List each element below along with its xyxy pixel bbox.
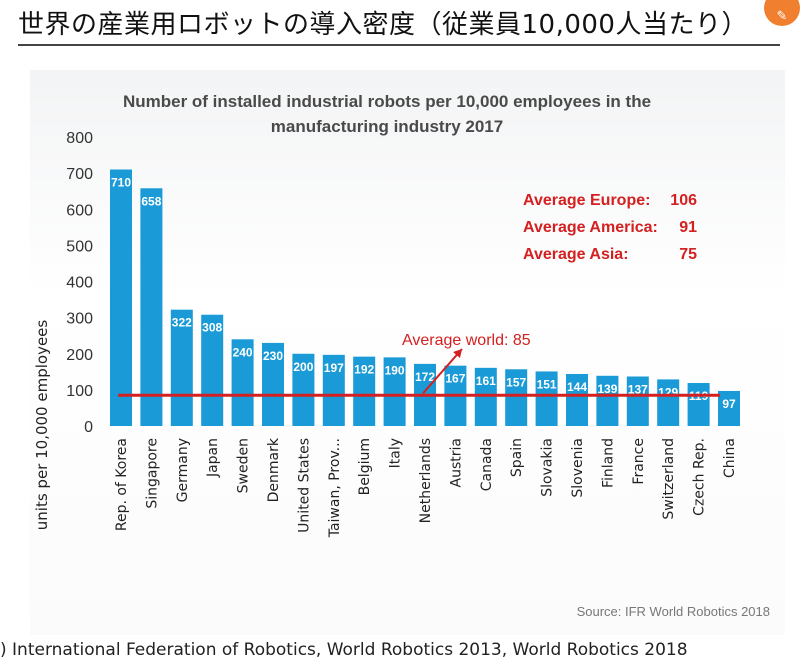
x-tick-label: Denmark [266,437,282,502]
y-tick-label: 200 [66,347,93,364]
x-tick-label: Singapore [144,438,160,509]
bar-value-label: 197 [324,361,344,375]
x-tick-label: Czech Rep. [692,438,708,516]
x-tick-label: Rep. of Korea [114,438,130,531]
y-tick-label: 300 [66,311,93,328]
bar-value-label: 157 [506,375,526,389]
bar-value-label: 230 [263,349,283,363]
bar [262,342,284,426]
bar [170,309,193,426]
bar [231,339,254,426]
bar-value-label: 658 [141,194,161,208]
x-tick-label: Spain [509,438,525,477]
bar [110,169,132,426]
y-tick-label: 400 [66,275,93,292]
bar-value-label: 192 [354,363,374,377]
y-tick-label: 700 [66,166,93,183]
x-tick-label: Slovenia [570,438,586,498]
bar [626,376,649,426]
x-tick-label: Slovakia [540,438,556,497]
y-tick-label: 0 [84,419,93,436]
bar-value-label: 167 [445,372,465,386]
bar [566,373,588,426]
slide-title: 世界の産業用ロボットの導入密度（従業員10,000人当たり） [18,10,748,40]
bar-value-label: 144 [567,380,587,394]
x-tick-label: Italy [388,438,404,468]
bar [292,353,315,426]
bar [322,354,345,426]
bar-value-label: 129 [658,385,678,399]
bar-value-label: 190 [385,363,405,377]
bar [687,383,710,426]
average-value: 106 [670,192,697,209]
average-label: Average Asia: [523,246,629,263]
x-tick-label: Sweden [236,438,252,493]
source-note: Source: IFR World Robotics 2018 [577,604,770,619]
bar-chart: Number of installed industrial robots pe… [33,92,770,619]
y-tick-label: 800 [66,130,93,147]
bar-value-label: 137 [628,383,648,397]
bar-value-label: 161 [476,374,496,388]
bar-value-label: 97 [722,397,736,411]
bar-value-label: 308 [202,321,222,335]
bar [596,375,619,426]
average-world-arrowhead [453,349,462,358]
chart-panel: Number of installed industrial robots pe… [30,70,785,635]
bar-value-label: 240 [233,345,253,359]
y-tick-label: 100 [66,383,93,400]
chart-title-line-2: manufacturing industry 2017 [271,117,503,136]
bar [505,369,528,426]
title-underline [18,44,780,46]
y-tick-label: 600 [66,202,93,219]
bar-value-label: 200 [293,360,313,374]
x-tick-label: France [631,438,647,485]
bar [201,314,224,426]
y-tick-label: 500 [66,238,93,255]
bar [657,379,680,426]
y-axis-label: units per 10,000 employees [33,320,51,531]
bar [718,390,740,426]
average-value: 75 [679,246,697,263]
average-label: Average America: [523,219,658,236]
bar [353,356,376,426]
x-tick-label: Netherlands [418,438,434,523]
x-tick-label: United States [296,438,312,533]
bar-value-label: 322 [172,316,192,330]
bar-value-label: 151 [537,377,557,391]
footnote: ) International Federation of Robotics, … [0,640,688,660]
x-tick-label: Taiwan, Prov... [327,438,343,538]
bar-value-label: 139 [597,382,617,396]
bar [383,357,406,426]
x-tick-label: Finland [600,438,616,488]
x-tick-label: China [722,438,738,478]
x-tick-label: Austria [448,438,464,487]
x-tick-label: Japan [205,438,221,478]
x-tick-label: Germany [175,438,191,502]
bar [535,371,558,426]
bar [474,367,497,426]
average-value: 91 [679,219,697,236]
average-world-arrow [422,348,463,394]
x-tick-label: Belgium [357,438,373,495]
chart-title-line-1: Number of installed industrial robots pe… [123,92,651,111]
bar [140,188,163,426]
chat-icon[interactable]: ✎ [764,0,800,26]
average-world-label: Average world: 85 [402,332,531,349]
x-tick-label: Switzerland [661,438,677,520]
bar-value-label: 172 [415,370,435,384]
average-label: Average Europe: [523,192,650,209]
x-tick-label: Canada [479,438,495,491]
bar-value-label: 710 [111,176,131,190]
